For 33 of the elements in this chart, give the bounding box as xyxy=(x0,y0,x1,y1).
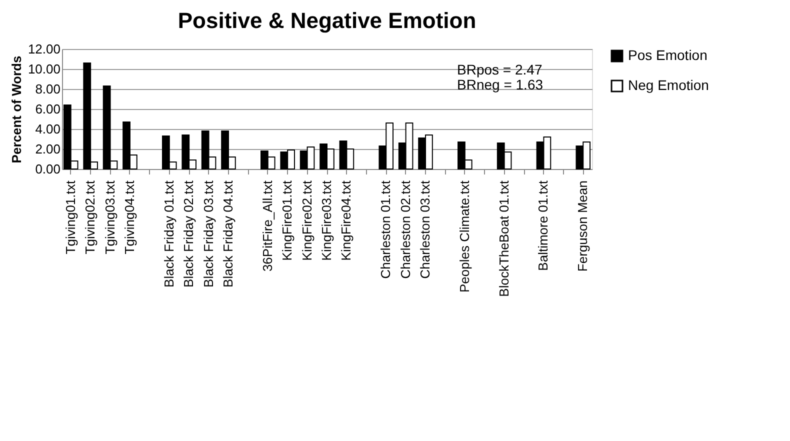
x-tick-label: 36PitFire_All.txt xyxy=(260,180,275,272)
x-tick-label: Charleston 01.txt xyxy=(378,180,394,279)
x-tick-label: Charleston 03.txt xyxy=(418,180,433,279)
x-tick-label: KingFire01.txt xyxy=(280,180,295,261)
x-tick-label: Black Friday 01.txt xyxy=(161,180,176,288)
x-tick-label: Tgiving02.txt xyxy=(82,180,98,254)
x-tick-label: Charleston 02.txt xyxy=(398,180,413,279)
chart-title: Positive & Negative Emotion xyxy=(178,8,476,33)
y-tick-label: 2.00 xyxy=(35,142,60,156)
x-tick-label: Tgiving03.txt xyxy=(102,180,118,254)
x-tick-label: Black Friday 04.txt xyxy=(220,180,236,288)
x-tick-label: KingFire02.txt xyxy=(299,180,314,261)
y-tick-label: 8.00 xyxy=(35,82,60,96)
x-tick-label: Black Friday 03.txt xyxy=(200,180,216,288)
annotation: BRneg = 1.63 xyxy=(457,76,544,92)
x-tick-label: Tgiving04.txt xyxy=(122,180,137,254)
y-axis-title: Percent of Words xyxy=(8,56,24,164)
legend-label: Pos Emotion xyxy=(628,47,708,63)
y-tick-label: 4.00 xyxy=(35,122,60,136)
y-tick-label: 6.00 xyxy=(35,102,60,116)
y-tick-label: 0.00 xyxy=(35,162,60,176)
x-tick-label: Tgiving01.txt xyxy=(62,180,78,254)
x-tick-label: Peoples Climate.txt xyxy=(456,180,472,292)
x-tick-label: BlockTheBoat 01.txt xyxy=(496,180,512,297)
y-tick-label: 10.00 xyxy=(28,62,60,76)
y-tick-label: 12.00 xyxy=(28,42,60,56)
x-tick-label: Black Friday 02.txt xyxy=(181,180,196,288)
x-tick-label: KingFire03.txt xyxy=(319,180,334,261)
x-tick-label: KingFire04.txt xyxy=(338,180,354,261)
legend-label: Neg Emotion xyxy=(628,77,709,93)
x-tick-label: Baltimore 01.txt xyxy=(536,180,551,271)
annotation: BRpos = 2.47 xyxy=(457,62,542,78)
x-tick-label: Ferguson Mean xyxy=(575,180,590,272)
